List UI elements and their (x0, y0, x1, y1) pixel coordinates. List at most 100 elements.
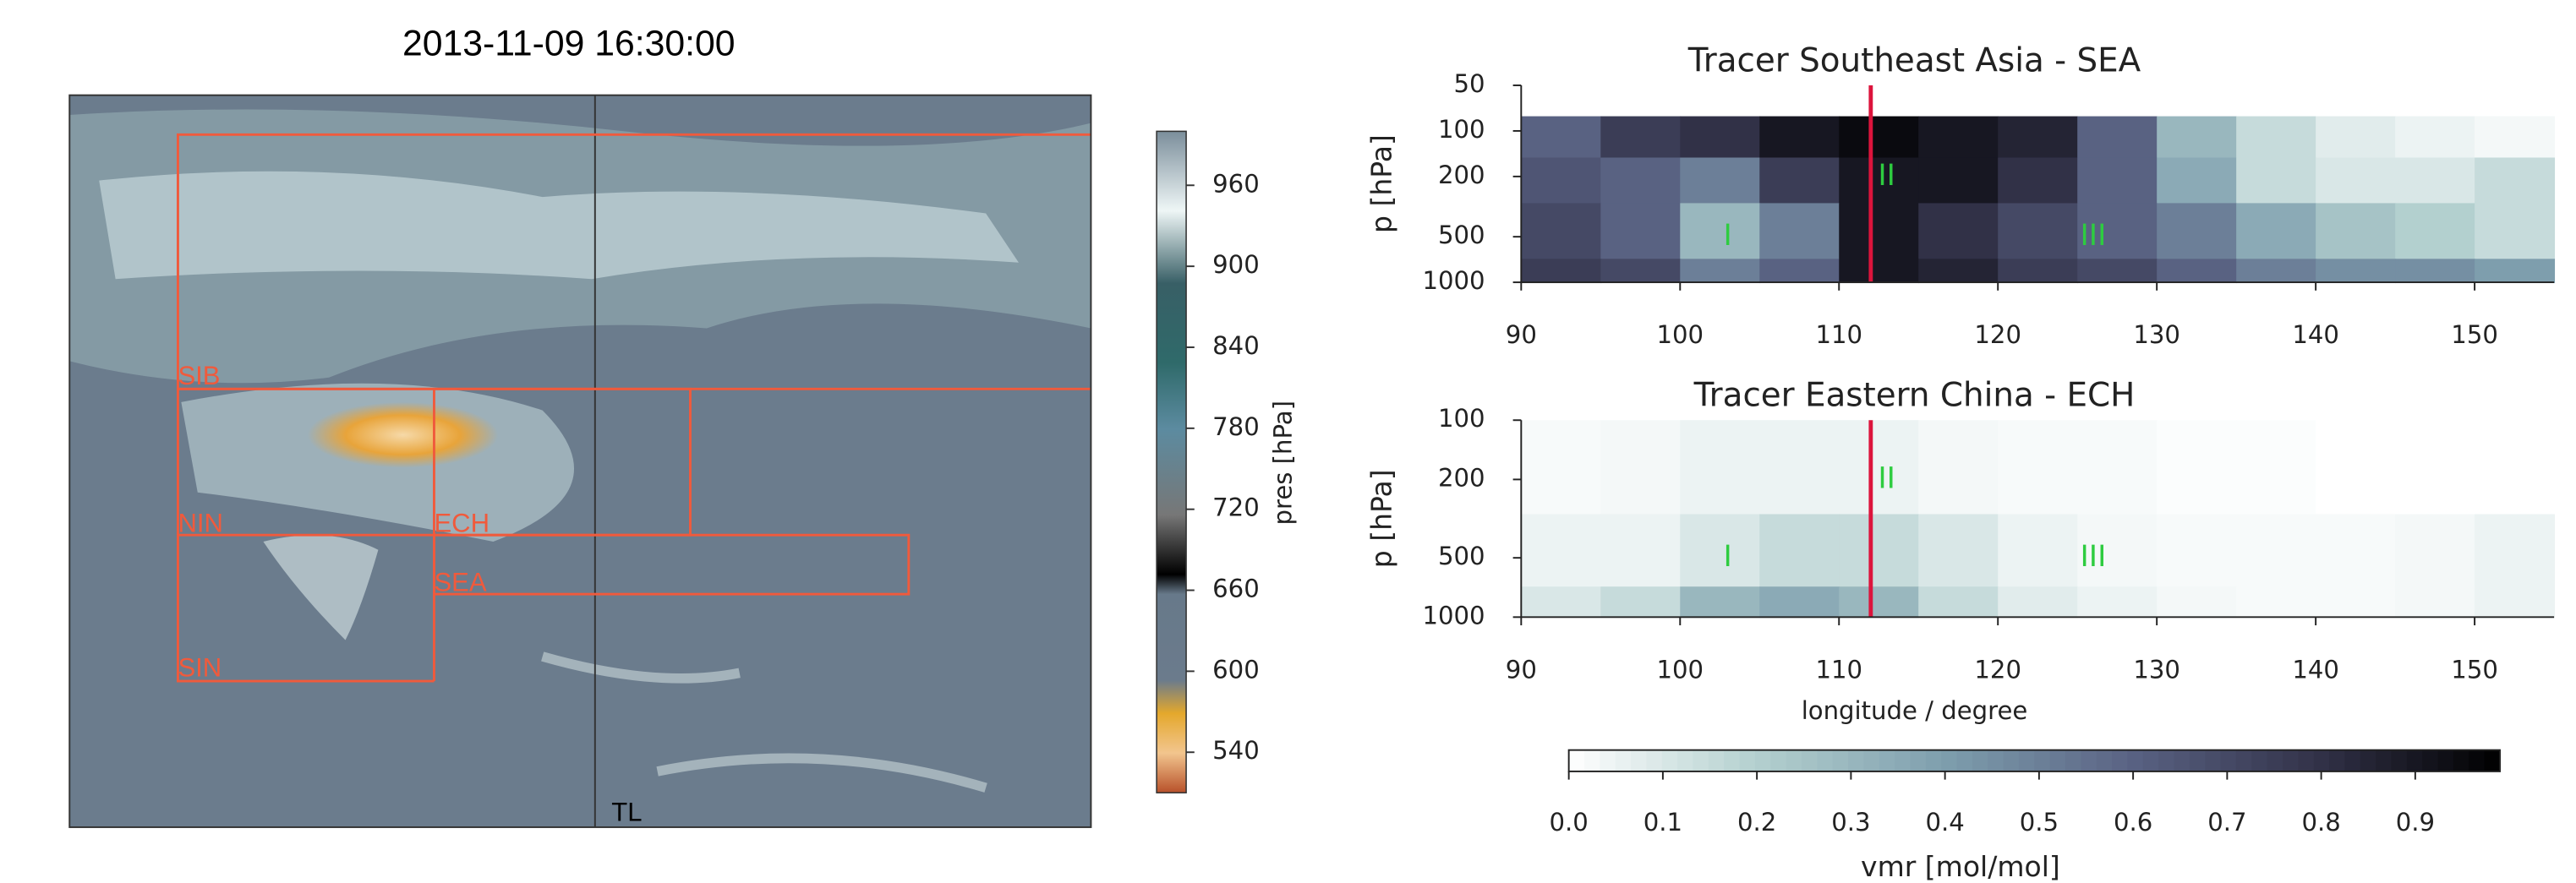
annotation: I (1724, 219, 1732, 253)
heatmap-cell (2157, 514, 2238, 588)
colorbar-tick-label: 0.9 (2396, 808, 2435, 837)
heatmap-cell (2236, 259, 2317, 284)
region-label: SIB (178, 361, 220, 390)
heatmap-cell (2475, 259, 2556, 284)
heatmap-cell (2475, 586, 2556, 619)
colorbar-swatch (1895, 749, 1911, 771)
heatmap-cell (1521, 259, 1602, 284)
heatmap-cell (1600, 420, 1682, 515)
heatmap-cell (2157, 85, 2238, 117)
map-title: 2013-11-09 16:30:00 (402, 24, 735, 64)
heatmap-cell (2157, 259, 2238, 284)
colorbar-swatch (1786, 749, 1802, 771)
colorbar-swatch (1972, 749, 1989, 771)
x-tick-label: 120 (1974, 655, 2021, 684)
colorbar-swatch (2174, 749, 2190, 771)
y-axis-label: p [hPa] (1365, 134, 1398, 233)
heatmap-cell (1998, 514, 2079, 588)
heatmap-cell (2077, 203, 2158, 260)
colorbar-label: vmr [mol/mol] (1861, 850, 2060, 883)
colorbar-swatch (1693, 749, 1709, 771)
colorbar-tick-label: 900 (1212, 250, 1260, 279)
heatmap-cell (2395, 203, 2476, 260)
heatmap-cell (1759, 157, 1840, 204)
heatmap-cell (2236, 420, 2317, 515)
colorbar-swatch (2158, 749, 2175, 771)
annotation: III (2081, 540, 2107, 574)
heatmap-cell (1600, 157, 1682, 204)
colorbar-swatch (2313, 749, 2330, 771)
heatmap-cell (1918, 586, 1999, 619)
heatmap-cell (2395, 85, 2476, 117)
colorbar-swatch (2081, 749, 2097, 771)
heatmap-cell (2157, 203, 2238, 260)
heatmap-cell (2077, 116, 2158, 159)
colorbar-tick-label: 0.2 (1737, 808, 1776, 837)
colorbar-swatch (1848, 749, 1865, 771)
region-label: NIN (178, 509, 223, 538)
heatmap-cell (1759, 116, 1840, 159)
heatmap-cell (1918, 157, 1999, 204)
map (69, 95, 1091, 827)
heatmap-cell (2316, 586, 2397, 619)
colorbar-swatch (2034, 749, 2051, 771)
colorbar-swatch (2003, 749, 2020, 771)
y-tick-label: 100 (1438, 404, 1485, 433)
heatmap-cell (1918, 116, 1999, 159)
heatmap-cell (2236, 586, 2317, 619)
y-axis-label: p [hPa] (1365, 469, 1398, 568)
x-tick-label: 130 (2133, 655, 2180, 684)
heatmap-cell (2395, 586, 2476, 619)
colorbar-tick-label: 780 (1212, 412, 1260, 441)
heatmap-cell (2395, 259, 2476, 284)
heatmap-cell (2077, 420, 2158, 515)
heatmap-cell (2316, 85, 2397, 117)
map-frame (68, 94, 1092, 828)
colorbar-swatch (1724, 749, 1741, 771)
heatmap-cell (1680, 116, 1761, 159)
heatmap-cell (1839, 420, 1920, 515)
colorbar-swatch (1956, 749, 1973, 771)
heatmap-cell (1680, 157, 1761, 204)
heatmap-cell (1918, 514, 1999, 588)
heatmap-cell (2475, 420, 2556, 515)
heatmap-cell (1998, 586, 2079, 619)
colorbar-tick-label: 0.3 (1831, 808, 1870, 837)
heatmap-cell (1521, 85, 1602, 117)
colorbar-tick-label: 600 (1212, 655, 1260, 684)
colorbar-swatch (2469, 749, 2486, 771)
colorbar-swatch (2049, 749, 2066, 771)
colorbar-swatch (1739, 749, 1756, 771)
heatmap-cell (2395, 116, 2476, 159)
heatmap-cell (2077, 514, 2158, 588)
colorbar-frame (1567, 749, 2501, 772)
colorbar-swatch (1817, 749, 1834, 771)
region-label: TL (611, 798, 642, 827)
chart-title: Tracer Eastern China - ECH (1693, 377, 2136, 415)
heatmap-cell (1680, 586, 1761, 619)
heatmap-cell (1600, 259, 1682, 284)
heatmap-cell (1600, 514, 1682, 588)
colorbar-swatch (1879, 749, 1895, 771)
colorbar-tick-label: 720 (1212, 493, 1260, 522)
colorbar-swatch (2235, 749, 2253, 771)
heatmap-cell (1839, 586, 1920, 619)
heatmap-cell (1759, 420, 1840, 515)
x-tick-label: 90 (1506, 320, 1537, 349)
colorbar-swatch (1646, 749, 1663, 771)
heatmap-cell (1839, 203, 1920, 260)
heatmap-cell (2316, 203, 2397, 260)
colorbar-swatch (2189, 749, 2206, 771)
colorbar-label: pres [hPa] (1269, 401, 1298, 525)
heatmap-cell (1998, 420, 2079, 515)
heatmap-cell (1998, 85, 2079, 117)
colorbar-tick-label: 0.8 (2301, 808, 2340, 837)
region-label: ECH (434, 509, 489, 538)
y-tick-label: 200 (1438, 463, 1485, 492)
colorbar-tick-label: 0.6 (2114, 808, 2152, 837)
heatmap-cell (2077, 259, 2158, 284)
heatmap-cell (2475, 514, 2556, 588)
heatmap-cell (1759, 586, 1840, 619)
chart-title: Tracer Southeast Asia - SEA (1687, 41, 2141, 79)
